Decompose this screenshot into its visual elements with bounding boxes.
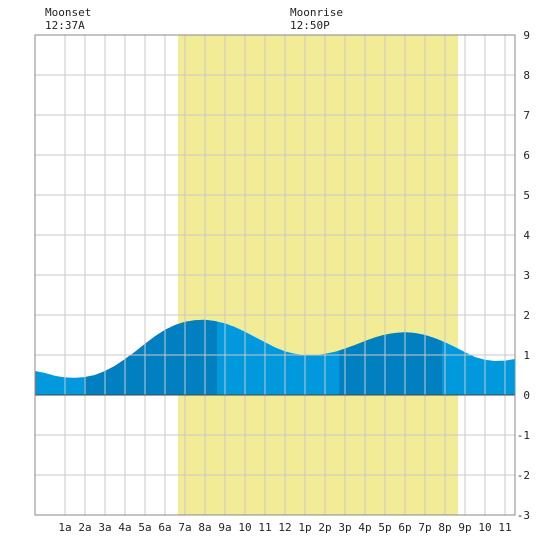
x-tick-label: 5p (378, 521, 391, 534)
y-tick-label: 2 (523, 309, 530, 322)
y-tick-label: 5 (523, 189, 530, 202)
x-tick-label: 8p (438, 521, 451, 534)
x-tick-label: 1a (58, 521, 71, 534)
y-tick-label: 7 (523, 109, 530, 122)
y-tick-label: 8 (523, 69, 530, 82)
moonset-label: Moonset (45, 6, 91, 19)
moonrise-time: 12:50P (290, 19, 330, 32)
x-tick-label: 3p (338, 521, 351, 534)
x-tick-label: 6a (158, 521, 171, 534)
x-tick-label: 9p (458, 521, 471, 534)
y-tick-label: 6 (523, 149, 530, 162)
y-tick-label: 4 (523, 229, 530, 242)
x-tick-label: 11 (258, 521, 271, 534)
x-tick-label: 6p (398, 521, 411, 534)
x-tick-label: 11 (498, 521, 511, 534)
x-tick-label: 4a (118, 521, 131, 534)
y-tick-label: -3 (517, 509, 530, 522)
x-tick-label: 2a (78, 521, 91, 534)
y-tick-label: 0 (523, 389, 530, 402)
x-tick-label: 9a (218, 521, 231, 534)
x-tick-label: 2p (318, 521, 331, 534)
x-tick-label: 7a (178, 521, 191, 534)
x-tick-label: 7p (418, 521, 431, 534)
x-tick-label: 3a (98, 521, 111, 534)
y-tick-label: 1 (523, 349, 530, 362)
y-tick-label: -2 (517, 469, 530, 482)
y-tick-label: 3 (523, 269, 530, 282)
tide-dark-band-0 (84, 319, 217, 395)
x-tick-label: 5a (138, 521, 151, 534)
moonset-time: 12:37A (45, 19, 85, 32)
x-tick-label: 4p (358, 521, 371, 534)
plot-border (34, 34, 516, 516)
x-tick-label: 12 (278, 521, 291, 534)
y-tick-label: -1 (517, 429, 530, 442)
moonrise-label: Moonrise (290, 6, 343, 19)
x-tick-label: 10 (478, 521, 491, 534)
x-tick-label: 10 (238, 521, 251, 534)
x-tick-label: 8a (198, 521, 211, 534)
y-tick-label: 9 (523, 29, 530, 42)
x-tick-label: 1p (298, 521, 311, 534)
